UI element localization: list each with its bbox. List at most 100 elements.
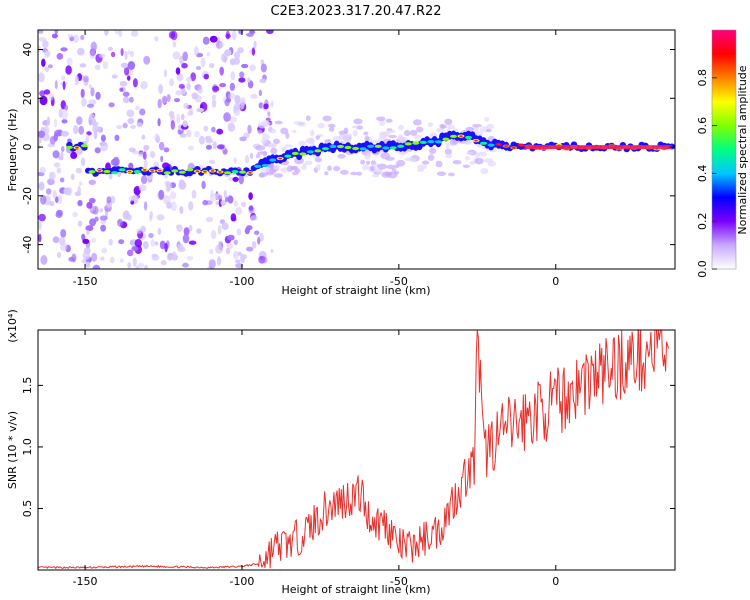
noise-speckle (259, 78, 267, 84)
noise-speckle (270, 128, 277, 134)
noise-speckle (92, 124, 99, 133)
noise-speckle (297, 121, 307, 127)
ridge-hotspot (80, 144, 88, 148)
noise-speckle (217, 225, 222, 235)
noise-speckle (48, 171, 55, 181)
noise-speckle (239, 71, 245, 78)
noise-speckle (52, 190, 57, 199)
snr-ticks: -150 -100 -50 0 0.5 1.0 1.5 (21, 330, 675, 588)
noise-speckle (465, 155, 470, 161)
noise-speckle (452, 160, 462, 165)
noise-speckle (88, 84, 92, 89)
noise-speckle (138, 262, 144, 269)
noise-speckle (191, 189, 197, 199)
ridge-peak (203, 170, 207, 173)
noise-speckle (141, 134, 146, 140)
noise-speckle (251, 240, 257, 249)
noise-speckle (377, 163, 387, 170)
noise-speckle (471, 126, 479, 133)
snr-y-multiplier: (x10⁴) (6, 309, 19, 343)
noise-speckle (238, 174, 244, 185)
noise-speckle (172, 41, 177, 48)
noise-speckle (343, 127, 349, 134)
noise-speckle (38, 130, 45, 138)
noise-speckle (188, 225, 193, 232)
noise-speckle (257, 236, 261, 245)
noise-speckle (302, 163, 307, 168)
noise-speckle (45, 188, 52, 195)
noise-speckle (85, 225, 94, 232)
noise-speckle (216, 128, 224, 135)
noise-speckle (109, 256, 115, 264)
colorbar-frame (711, 29, 737, 270)
noise-speckle (409, 129, 418, 136)
noise-speckle (166, 252, 173, 262)
noise-speckle (353, 118, 363, 125)
noise-speckle (254, 230, 260, 236)
x-tick-label: -150 (73, 275, 98, 288)
noise-speckle (385, 156, 395, 161)
noise-speckle (38, 37, 47, 42)
ridge-hotspot (291, 151, 299, 156)
noise-speckle (316, 164, 321, 171)
noise-speckle (216, 144, 225, 150)
ridge-hotspot (65, 145, 73, 149)
ridge-hotspot (269, 158, 277, 162)
noise-speckle (235, 263, 244, 269)
noise-speckle (139, 108, 146, 116)
noise-speckle (157, 227, 162, 235)
noise-speckle (427, 122, 434, 128)
ridge-hotspot (111, 171, 119, 175)
noise-speckle (209, 35, 218, 43)
noise-speckle (170, 115, 176, 120)
noise-speckle (148, 232, 154, 239)
noise-speckle (60, 47, 68, 52)
noise-speckle (281, 147, 288, 151)
noise-speckle (47, 64, 53, 69)
noise-speckle (225, 30, 230, 40)
noise-speckle (174, 98, 180, 103)
noise-speckle (85, 261, 91, 268)
noise-speckle (445, 153, 453, 159)
ridge-hotspot (434, 140, 442, 144)
noise-speckle (70, 151, 78, 159)
colorbar-gradient (712, 30, 736, 269)
ridge-tail (524, 145, 672, 150)
noise-speckle (118, 239, 125, 245)
noise-speckle (127, 249, 134, 257)
noise-speckle (205, 138, 214, 144)
spectrogram-ticks: -150 -100 -50 0 -40 -20 0 20 40 (21, 30, 675, 288)
noise-speckle (56, 53, 64, 60)
ridge-peak (75, 146, 79, 149)
noise-speckle (258, 89, 263, 96)
spectrogram-panel: -150 -100 -50 0 -40 -20 0 20 40 Height of straig… (6, 29, 676, 297)
noise-speckle (280, 127, 289, 135)
noise-speckle (135, 105, 140, 111)
noise-speckle (122, 210, 130, 220)
noise-speckle (398, 137, 408, 142)
noise-speckle (74, 191, 82, 197)
ridge-hotspot (487, 143, 495, 147)
noise-speckle (175, 67, 181, 75)
noise-speckle (235, 207, 243, 215)
noise-speckle (224, 98, 230, 107)
ridge-peak (210, 170, 215, 172)
noise-speckle (227, 234, 235, 241)
noise-speckle (187, 145, 195, 151)
x-tick-label: -100 (229, 575, 254, 588)
ridge-hotspot (427, 140, 435, 144)
noise-speckle (309, 129, 315, 137)
noise-speckle (231, 30, 237, 41)
noise-speckle (209, 63, 215, 69)
ridge-peak (519, 144, 523, 147)
noise-speckle (114, 30, 120, 35)
noise-speckle (465, 151, 474, 155)
noise-speckle (324, 171, 329, 176)
noise-speckle (104, 30, 109, 36)
noise-speckle (324, 139, 331, 144)
noise-speckle (186, 129, 192, 138)
noise-speckle (421, 160, 430, 165)
noise-speckle (90, 41, 97, 52)
ridge-peak (496, 143, 501, 146)
colorbar-tick-label: 0.0 (696, 260, 709, 278)
